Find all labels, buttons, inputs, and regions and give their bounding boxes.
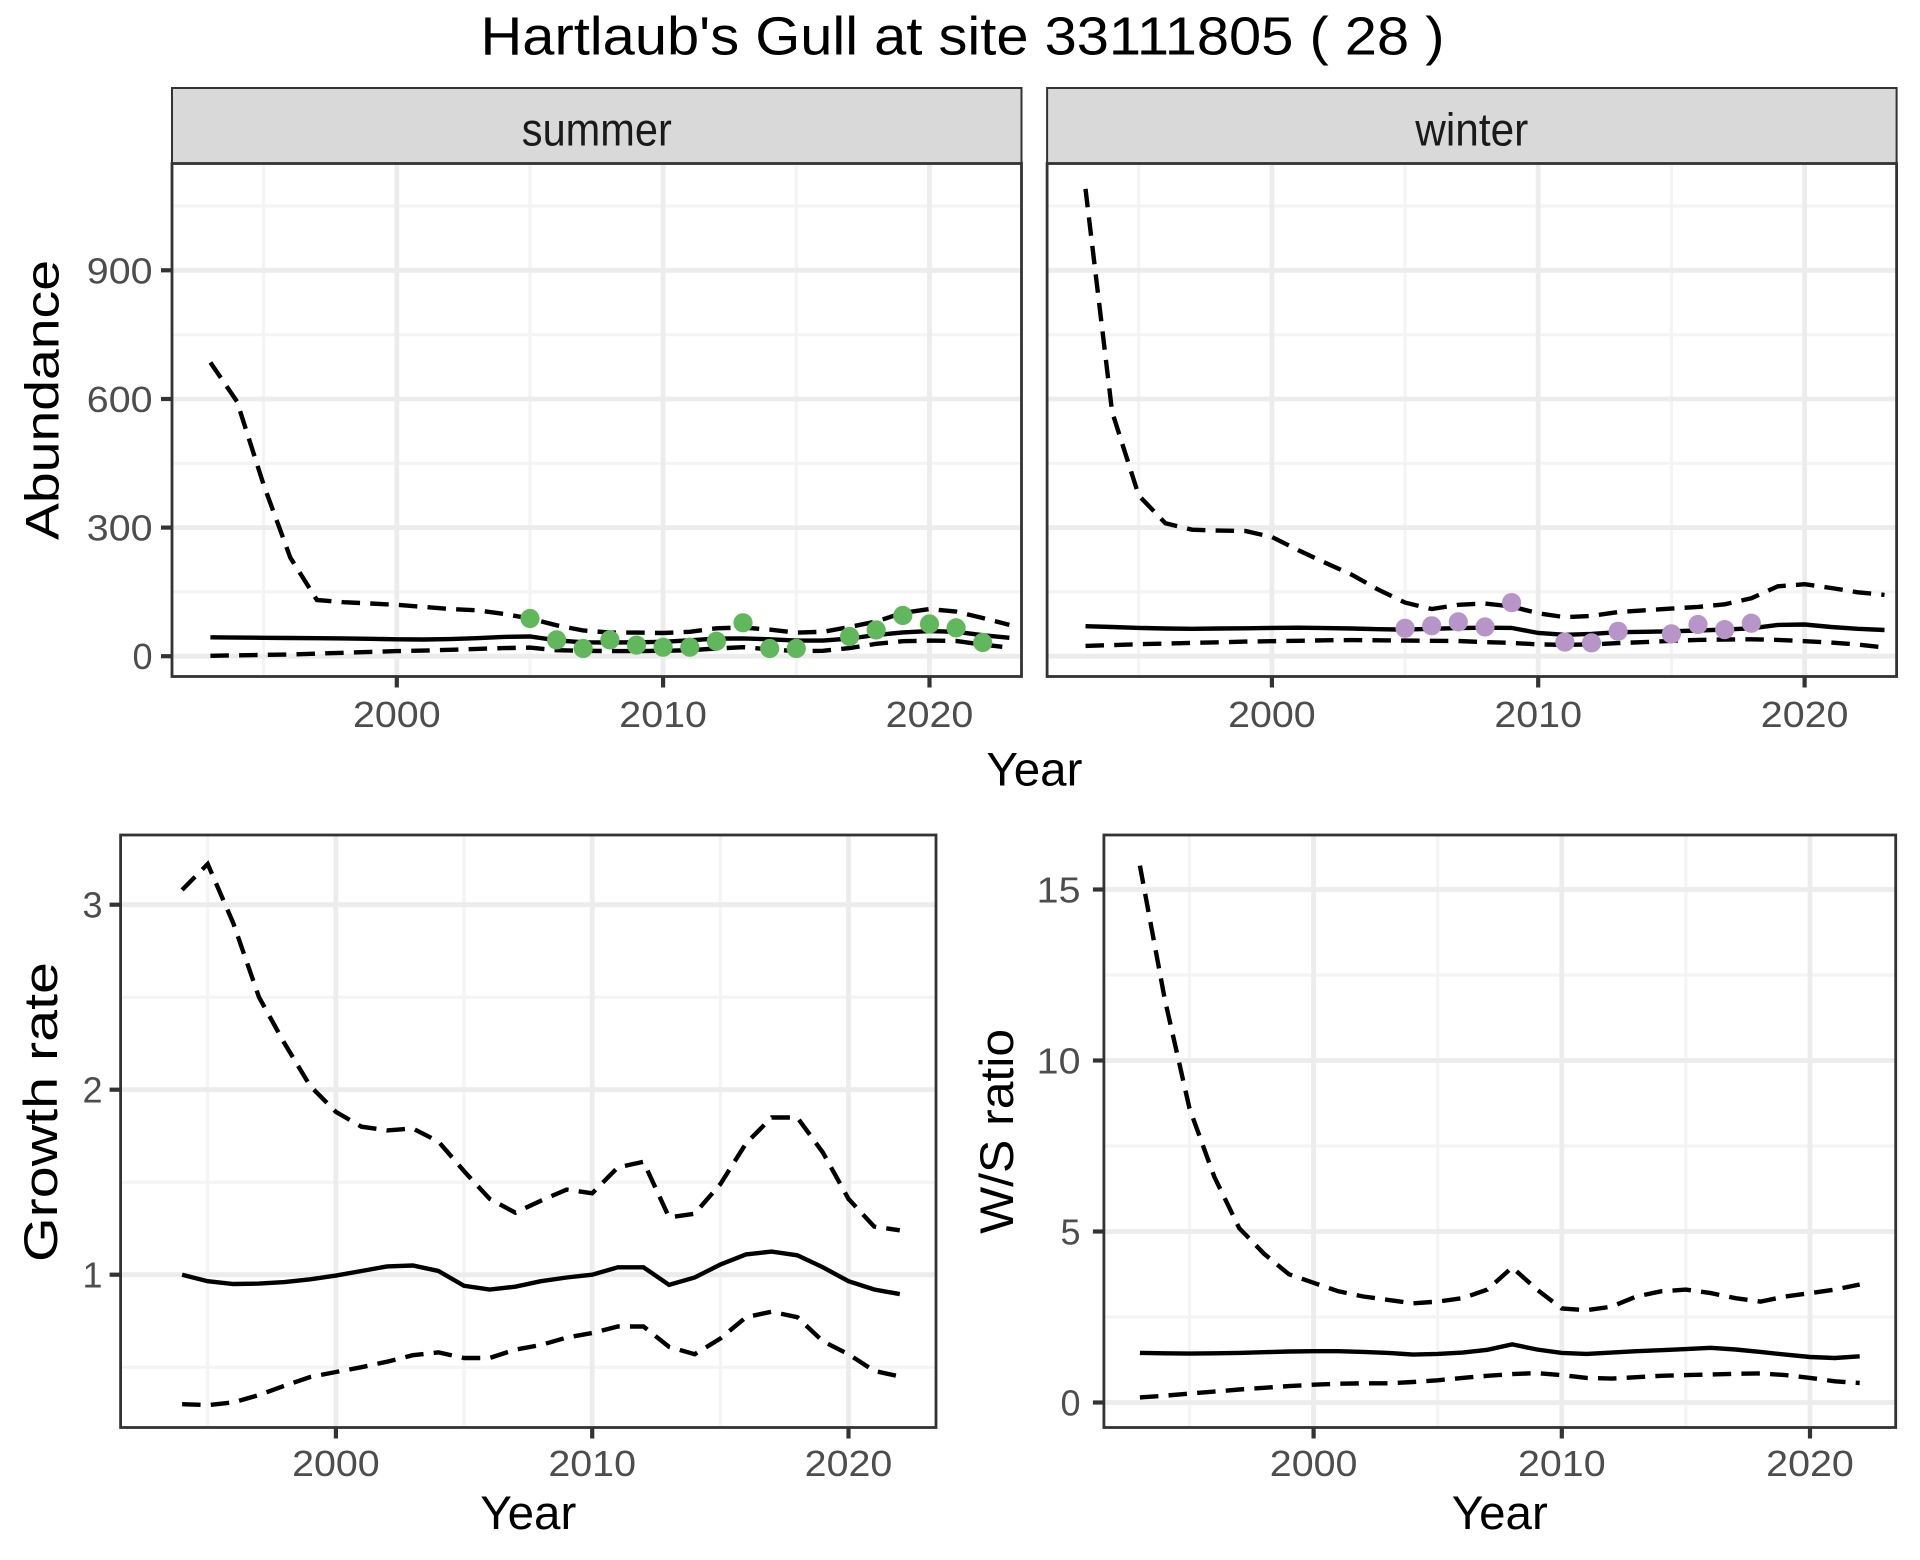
- svg-text:300: 300: [87, 508, 153, 549]
- svg-text:2020: 2020: [1766, 1443, 1854, 1484]
- svg-text:2010: 2010: [619, 694, 707, 735]
- svg-text:1: 1: [82, 1255, 102, 1296]
- svg-text:2020: 2020: [805, 1443, 893, 1484]
- svg-text:Growth rate: Growth rate: [14, 962, 67, 1262]
- svg-text:Year: Year: [1452, 1486, 1548, 1539]
- svg-text:2000: 2000: [292, 1443, 380, 1484]
- svg-text:summer: summer: [522, 104, 672, 156]
- svg-text:5: 5: [1060, 1212, 1080, 1253]
- svg-text:Abundance: Abundance: [16, 260, 69, 540]
- svg-text:2000: 2000: [353, 694, 441, 735]
- svg-text:Hartlaub's Gull at site 331118: Hartlaub's Gull at site 33111805 ( 28 ): [481, 7, 1445, 67]
- svg-text:2020: 2020: [886, 694, 974, 735]
- svg-text:Year: Year: [480, 1486, 576, 1539]
- svg-text:2010: 2010: [1494, 694, 1582, 735]
- svg-text:0: 0: [1060, 1383, 1080, 1424]
- svg-text:900: 900: [87, 250, 153, 291]
- svg-text:3: 3: [82, 885, 102, 926]
- svg-text:winter: winter: [1414, 104, 1528, 156]
- svg-text:W/S ratio: W/S ratio: [970, 1029, 1023, 1234]
- svg-text:Year: Year: [986, 743, 1082, 796]
- svg-text:600: 600: [87, 379, 153, 420]
- svg-text:2: 2: [82, 1070, 102, 1111]
- svg-text:2000: 2000: [1270, 1443, 1358, 1484]
- svg-text:15: 15: [1037, 870, 1081, 911]
- svg-text:2020: 2020: [1761, 694, 1849, 735]
- svg-text:10: 10: [1037, 1041, 1081, 1082]
- svg-text:2010: 2010: [548, 1443, 636, 1484]
- svg-text:2010: 2010: [1518, 1443, 1606, 1484]
- svg-text:0: 0: [132, 636, 152, 677]
- svg-text:2000: 2000: [1228, 694, 1316, 735]
